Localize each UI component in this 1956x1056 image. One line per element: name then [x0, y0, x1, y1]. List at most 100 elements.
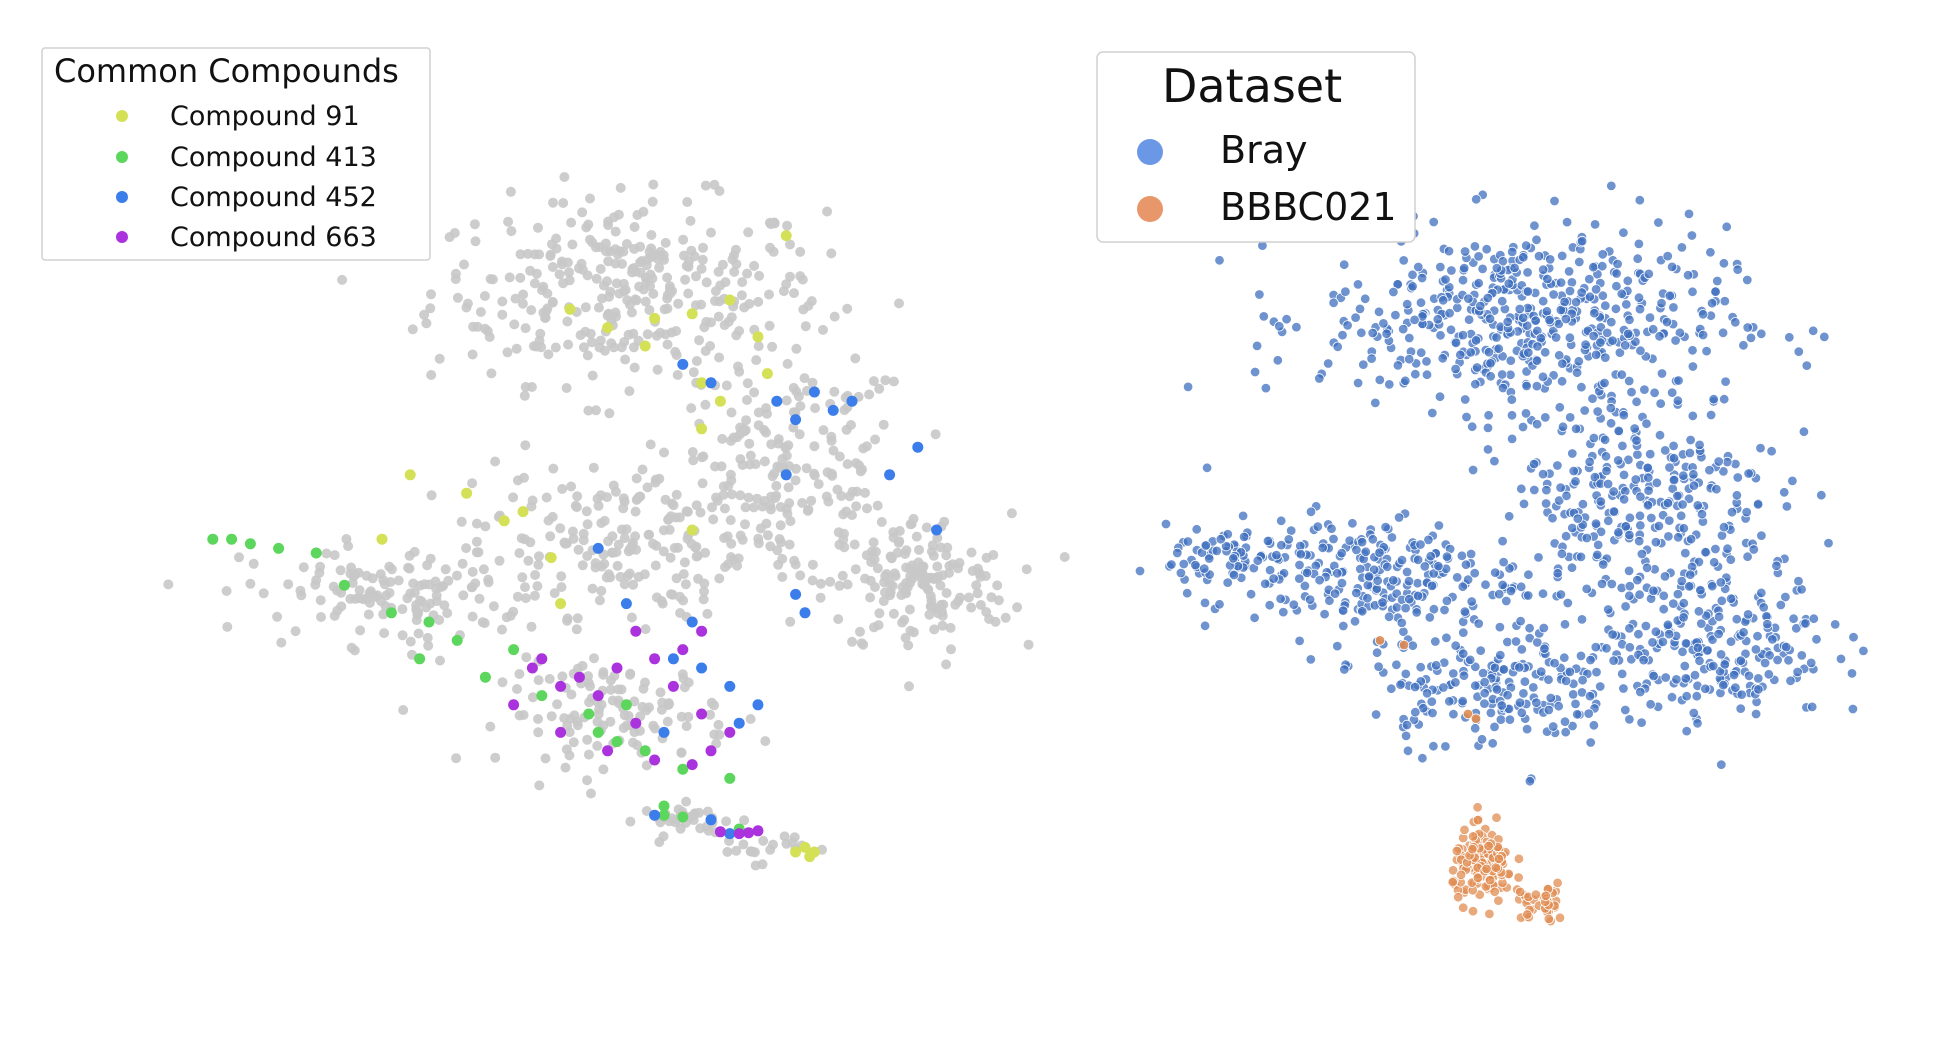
background-point [346, 642, 357, 653]
background-point [591, 273, 602, 284]
background-point [439, 600, 450, 611]
bray-point [1659, 571, 1671, 582]
background-point [662, 339, 673, 350]
background-point [635, 491, 646, 502]
bray-point [1692, 718, 1703, 729]
background-point [582, 775, 593, 786]
bray-point [1596, 578, 1608, 590]
bray-point [1199, 597, 1211, 609]
background-point [582, 519, 593, 530]
bray-point [1555, 277, 1567, 288]
background-point [744, 438, 755, 449]
bray-point [1606, 180, 1617, 192]
compound-452-point [884, 469, 896, 481]
background-point [1021, 564, 1032, 575]
background-point [449, 228, 460, 238]
bray-point [1542, 273, 1553, 285]
background-point [532, 581, 543, 592]
bray-point [1553, 701, 1564, 712]
background-point [992, 580, 1003, 591]
bray-point [1742, 274, 1753, 286]
background-point [691, 356, 702, 366]
legend-marker-compound-91 [116, 110, 128, 122]
bray-point [1466, 596, 1477, 607]
background-point [749, 387, 760, 398]
background-point [868, 376, 879, 387]
background-point [452, 292, 463, 303]
bbbc021-point [1467, 831, 1479, 842]
bray-point [1629, 423, 1640, 434]
background-point [534, 780, 545, 791]
bray-point [1380, 521, 1391, 533]
compound-413-point [423, 616, 435, 628]
background-point [941, 550, 952, 561]
bray-point [1295, 549, 1307, 560]
background-point [894, 526, 905, 536]
bray-point [1522, 286, 1534, 297]
bray-point [1545, 692, 1557, 704]
background-point [935, 580, 946, 591]
background-point [599, 345, 610, 356]
background-point [829, 311, 840, 322]
bray-point [1716, 759, 1727, 770]
background-point [607, 531, 618, 542]
bray-point [1663, 531, 1674, 542]
background-point [818, 324, 828, 335]
bray-point [1587, 393, 1598, 404]
bray-point [1695, 584, 1706, 596]
bray-point [1509, 262, 1520, 274]
bray-point [1676, 575, 1688, 587]
bray-point [1570, 698, 1581, 710]
bray-point [1483, 347, 1495, 358]
background-point [617, 258, 627, 269]
background-point [582, 551, 593, 561]
bray-point [1415, 539, 1426, 550]
bray-point [1510, 636, 1522, 647]
background-point [622, 295, 633, 306]
bray-point [1424, 612, 1436, 623]
background-point [616, 342, 627, 353]
background-point [1023, 639, 1034, 650]
background-point [619, 286, 629, 297]
background-point [248, 558, 259, 569]
bray-point [1450, 677, 1461, 688]
legend-marker-compound-663 [116, 231, 128, 243]
background-point [552, 699, 563, 710]
bray-point [1763, 669, 1775, 680]
bray-point [1275, 515, 1287, 527]
bray-point [1373, 306, 1385, 318]
background-point [754, 270, 765, 281]
bray-point [1473, 278, 1484, 289]
bray-point [1560, 675, 1572, 687]
background-point [714, 352, 725, 363]
bray-point [1659, 445, 1671, 456]
background-point [560, 762, 571, 773]
background-point [594, 595, 605, 606]
bray-point [1731, 614, 1743, 625]
background-point [515, 272, 526, 283]
bray-point [1643, 472, 1654, 483]
background-point [485, 721, 496, 732]
bray-point [1636, 548, 1648, 560]
background-point [471, 536, 482, 547]
background-point [645, 439, 656, 450]
background-point [815, 592, 826, 603]
bray-point [1541, 306, 1553, 317]
compound-452-point [733, 717, 745, 729]
bbbc021-point [1447, 865, 1459, 876]
bray-point [1535, 666, 1547, 677]
background-point [807, 377, 818, 388]
bray-point [1457, 581, 1469, 592]
bray-point [1457, 648, 1469, 659]
background-point [683, 288, 694, 299]
bray-point [1421, 369, 1433, 380]
bray-point [1605, 402, 1617, 414]
background-point [678, 569, 689, 580]
bray-point [1496, 700, 1508, 711]
bray-point [1531, 380, 1543, 392]
background-point [640, 272, 651, 283]
bray-point [1756, 530, 1767, 541]
bray-point [1559, 619, 1571, 630]
background-point [760, 736, 771, 747]
bray-point [1336, 577, 1348, 589]
